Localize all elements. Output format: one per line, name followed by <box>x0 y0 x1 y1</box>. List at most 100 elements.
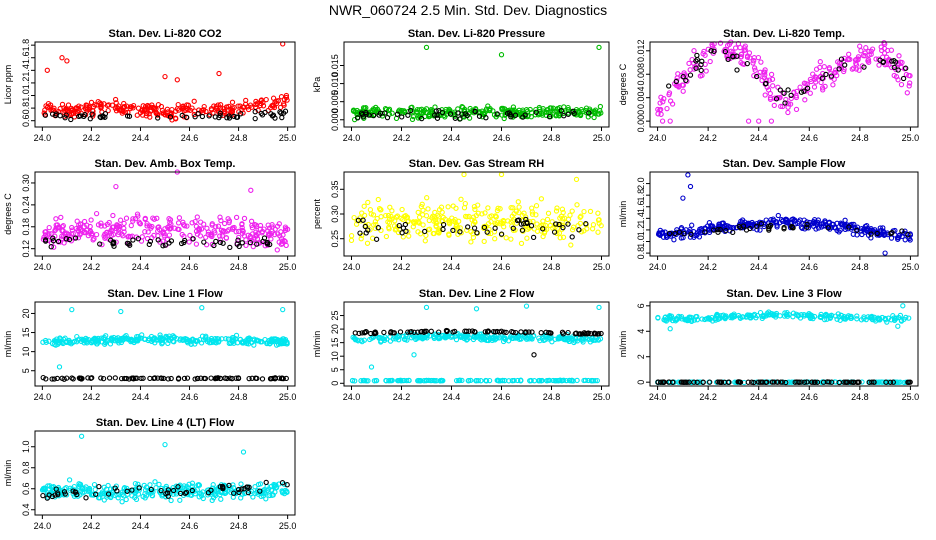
data-point <box>151 106 157 112</box>
data-point <box>808 78 814 85</box>
data-point <box>423 44 430 51</box>
data-point <box>373 377 379 384</box>
data-point <box>193 241 200 247</box>
data-point <box>472 329 478 335</box>
data-point <box>459 103 465 110</box>
data-point <box>387 338 394 344</box>
data-point <box>76 225 82 231</box>
data-point <box>56 364 63 370</box>
data-point <box>271 338 277 344</box>
data-point <box>891 57 897 64</box>
data-point <box>769 76 776 82</box>
data-point <box>595 229 601 235</box>
x-tick-label: 24.0 <box>34 133 52 143</box>
y-tick-label: 0.000 <box>330 109 340 132</box>
data-point <box>222 108 228 114</box>
x-tick-label: 24.0 <box>34 521 52 531</box>
data-point <box>843 223 849 229</box>
data-point <box>423 213 430 219</box>
data-point <box>891 64 897 71</box>
data-point <box>182 237 188 244</box>
data-point <box>731 311 737 317</box>
data-point <box>749 379 755 385</box>
data-point <box>124 491 131 497</box>
data-point <box>98 223 104 229</box>
data-point <box>350 334 356 341</box>
data-point <box>775 84 781 90</box>
data-point <box>459 377 465 384</box>
data-point <box>443 106 449 113</box>
data-point <box>51 376 57 382</box>
data-point <box>258 110 264 117</box>
data-point <box>556 221 562 228</box>
data-point <box>170 487 177 494</box>
data-point <box>711 227 717 233</box>
data-point <box>851 221 857 228</box>
data-point <box>208 233 214 239</box>
data-point <box>255 481 262 488</box>
data-point <box>513 208 519 214</box>
data-point <box>240 449 247 455</box>
data-point <box>862 53 868 59</box>
data-point <box>666 90 673 96</box>
data-point <box>217 484 223 490</box>
data-point <box>248 218 255 224</box>
y-tick-label: 0.8 <box>21 102 31 115</box>
data-point <box>98 220 104 226</box>
data-point <box>699 316 705 322</box>
data-point <box>433 223 439 230</box>
panel-title: Stan. Dev. Sample Flow <box>723 158 846 170</box>
data-point <box>208 375 214 381</box>
data-point <box>850 65 857 71</box>
data-point <box>584 336 591 342</box>
data-point <box>587 208 594 215</box>
y-tick-label: 15 <box>21 328 31 338</box>
x-tick-label: 24.8 <box>230 521 248 531</box>
data-point <box>225 216 231 222</box>
data-point <box>447 111 454 117</box>
data-point <box>503 329 509 336</box>
data-point <box>264 339 271 345</box>
data-point <box>122 335 129 342</box>
data-point <box>530 218 536 225</box>
data-point <box>54 375 60 382</box>
data-point <box>126 241 132 247</box>
data-point <box>283 94 290 101</box>
data-point <box>707 58 713 65</box>
data-point <box>176 107 182 113</box>
data-point <box>883 379 889 385</box>
data-point <box>116 492 122 498</box>
data-point <box>810 315 816 322</box>
data-point <box>201 103 207 110</box>
data-point <box>184 223 190 229</box>
data-point <box>189 480 196 486</box>
data-point <box>851 379 857 385</box>
data-point <box>754 223 760 229</box>
data-point <box>738 51 744 58</box>
data-point <box>744 54 751 60</box>
data-point <box>815 225 822 231</box>
data-point <box>543 329 549 335</box>
data-point <box>657 227 663 234</box>
data-point <box>44 495 50 501</box>
data-point <box>496 335 503 341</box>
data-point <box>81 489 88 495</box>
data-point <box>888 230 894 237</box>
panel-title: Stan. Dev. Li-820 Temp. <box>723 28 845 40</box>
data-point <box>492 220 498 226</box>
data-point <box>577 214 583 220</box>
data-point <box>852 57 859 63</box>
data-point <box>231 490 237 496</box>
data-point <box>745 379 751 385</box>
panel-title: Stan. Dev. Gas Stream RH <box>409 158 545 170</box>
data-point <box>283 226 289 232</box>
data-point <box>783 96 789 103</box>
data-point <box>499 106 505 113</box>
data-point <box>829 379 835 385</box>
data-point <box>691 379 697 385</box>
plot-frame <box>34 41 296 128</box>
data-point <box>122 104 128 110</box>
data-point <box>233 332 240 339</box>
data-point <box>175 101 181 108</box>
data-point <box>518 377 524 383</box>
